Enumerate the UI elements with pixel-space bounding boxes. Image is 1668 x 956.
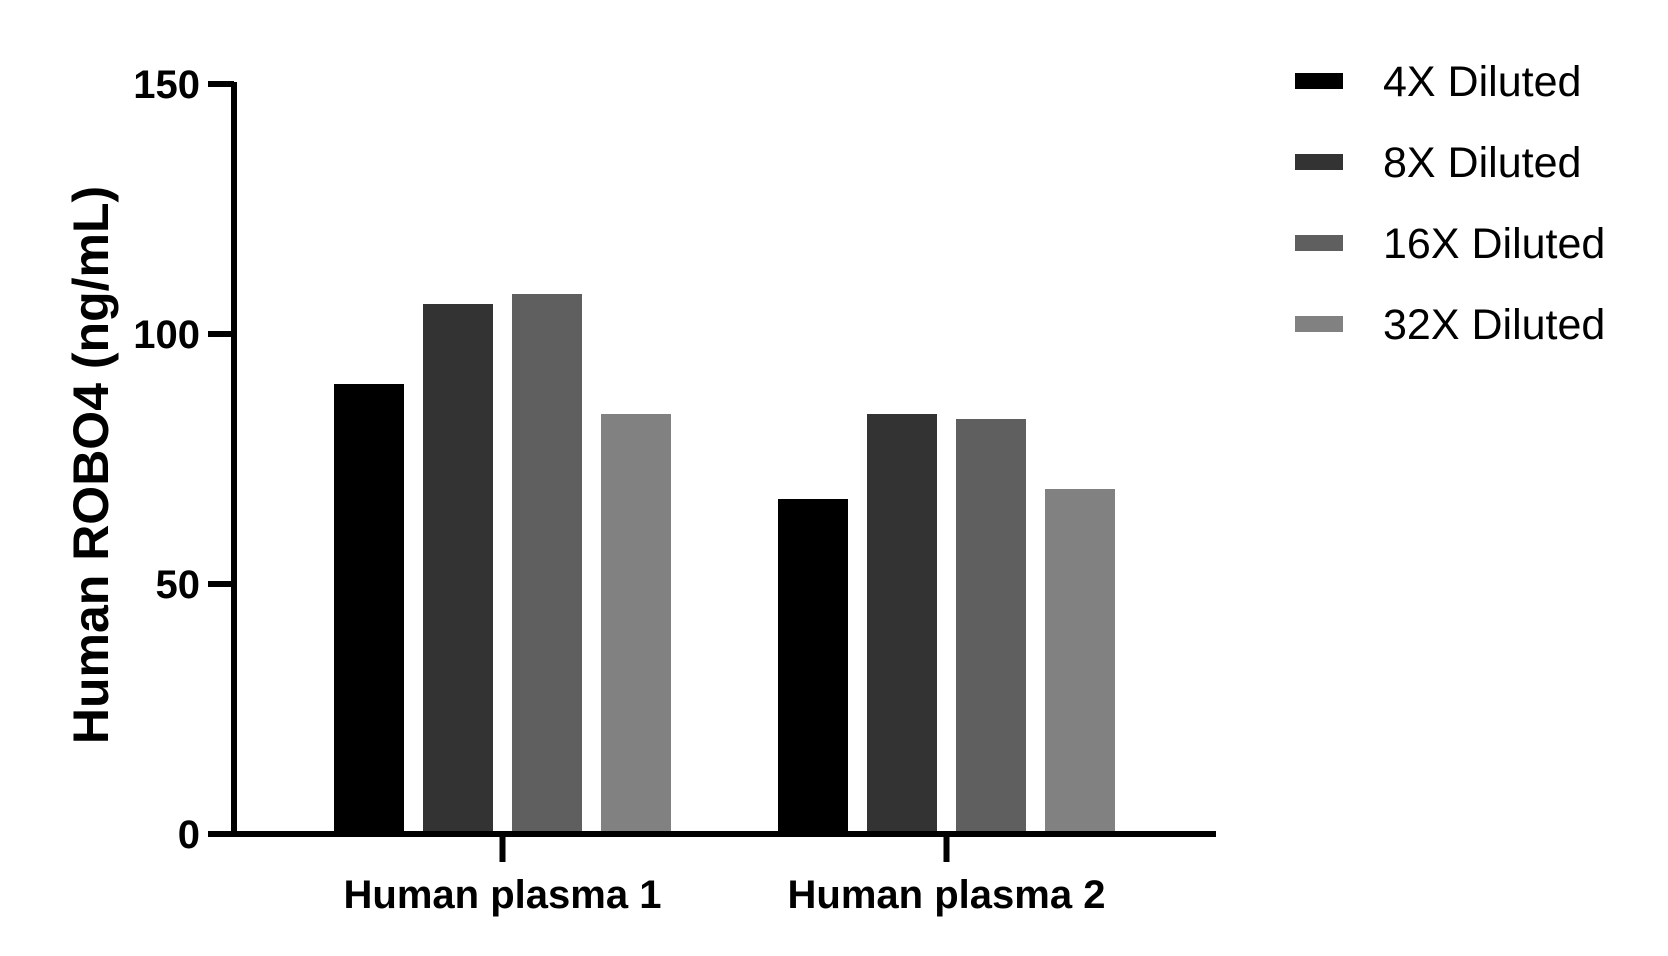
y-tick-label: 0 xyxy=(178,813,200,857)
bar-human-plasma-2-32x-diluted xyxy=(1045,489,1115,834)
legend-label: 4X Diluted xyxy=(1383,58,1581,106)
legend-swatch xyxy=(1295,235,1343,251)
bar-human-plasma-1-8x-diluted xyxy=(423,304,493,834)
bars-group xyxy=(334,294,1115,834)
legend-swatch xyxy=(1295,316,1343,332)
legend-label: 32X Diluted xyxy=(1383,301,1605,349)
x-category-label: Human plasma 1 xyxy=(344,873,662,917)
legend-label: 16X Diluted xyxy=(1383,220,1605,268)
bar-human-plasma-1-4x-diluted xyxy=(334,384,404,834)
bar-human-plasma-2-8x-diluted xyxy=(867,414,937,834)
bar-human-plasma-2-4x-diluted xyxy=(778,499,848,834)
legend-swatch xyxy=(1295,73,1343,89)
axes-group: 0 50 100 150 Human plasma 1 Human plasma 2 xyxy=(133,63,1216,917)
x-category-label: Human plasma 2 xyxy=(788,873,1106,917)
y-tick-label: 150 xyxy=(133,63,200,107)
y-tick-label: 100 xyxy=(133,313,200,357)
bar-human-plasma-2-16x-diluted xyxy=(956,419,1026,834)
legend: 4X Diluted 8X Diluted 16X Diluted 32X Dilut… xyxy=(1295,58,1605,349)
y-tick-label: 50 xyxy=(156,563,201,607)
bar-human-plasma-1-16x-diluted xyxy=(512,294,582,834)
bar-human-plasma-1-32x-diluted xyxy=(601,414,671,834)
legend-label: 8X Diluted xyxy=(1383,139,1581,187)
legend-swatch xyxy=(1295,154,1343,170)
y-axis-label: Human ROBO4 (ng/mL) xyxy=(63,186,119,744)
